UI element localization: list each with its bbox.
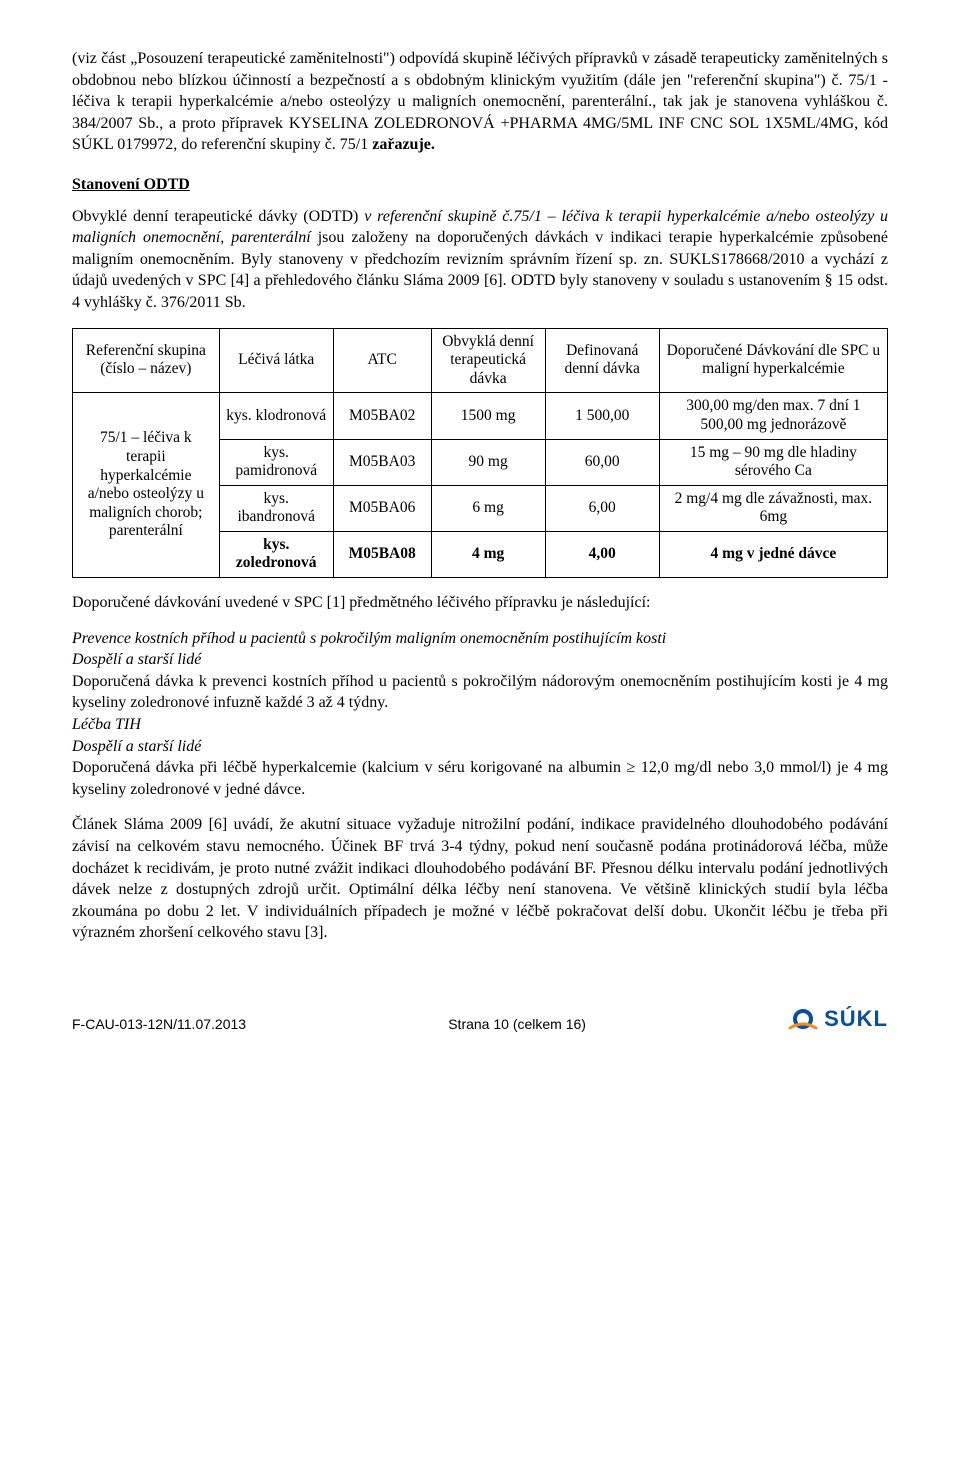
col-ddd: Definovaná denní dávka [545,328,659,393]
col-atc: ATC [333,328,431,393]
cell-ddd: 4,00 [545,531,659,577]
footer-center: Strana 10 (celkem 16) [448,1015,586,1034]
text: Doporučená dávka k prevenci kostních pří… [72,673,888,712]
cell-atc: M05BA06 [333,485,431,531]
cell-substance: kys. zoledronová [219,531,333,577]
text: Obvyklé denní terapeutické dávky (ODTD) [72,208,364,225]
text-italic: Dospělí a starší lidé [72,651,201,668]
cell-spc: 15 mg – 90 mg dle hladiny sérového Ca [659,439,887,485]
paragraph-intro: (viz část „Posouzení terapeutické zaměni… [72,48,888,156]
logo-icon [788,1004,818,1034]
cell-ref-group: 75/1 – léčiva k terapii hyperkalcémie a/… [73,393,220,578]
text-italic: Léčba TIH [72,716,141,733]
cell-spc: 4 mg v jedné dávce [659,531,887,577]
page-footer: F-CAU-013-12N/11.07.2013 Strana 10 (celk… [72,1004,888,1034]
paragraph-tih: Léčba TIH Dospělí a starší lidé Doporuče… [72,714,888,800]
col-ref-group: Referenční skupina (číslo – název) [73,328,220,393]
cell-substance: kys. ibandronová [219,485,333,531]
cell-odtd: 1500 mg [431,393,545,439]
text: Doporučená dávka při léčbě hyperkalcemie… [72,759,888,798]
footer-left: F-CAU-013-12N/11.07.2013 [72,1015,246,1034]
table-header-row: Referenční skupina (číslo – název) Léčiv… [73,328,888,393]
document-page: (viz část „Posouzení terapeutické zaměni… [0,0,960,1064]
col-spc: Doporučené Dávkování dle SPC u maligní h… [659,328,887,393]
paragraph-odtd: Obvyklé denní terapeutické dávky (ODTD) … [72,206,888,314]
paragraph-slama: Článek Sláma 2009 [6] uvádí, že akutní s… [72,814,888,944]
cell-atc: M05BA03 [333,439,431,485]
text-italic: Prevence kostních příhod u pacientů s po… [72,630,666,647]
cell-spc: 2 mg/4 mg dle závažnosti, max. 6mg [659,485,887,531]
text: (viz část „Posouzení terapeutické zaměni… [72,50,888,153]
cell-ddd: 60,00 [545,439,659,485]
cell-atc: M05BA02 [333,393,431,439]
cell-spc: 300,00 mg/den max. 7 dní 1 500,00 mg jed… [659,393,887,439]
table-row: 75/1 – léčiva k terapii hyperkalcémie a/… [73,393,888,439]
cell-odtd: 6 mg [431,485,545,531]
cell-odtd: 90 mg [431,439,545,485]
cell-ddd: 6,00 [545,485,659,531]
cell-ddd: 1 500,00 [545,393,659,439]
odtd-table: Referenční skupina (číslo – název) Léčiv… [72,328,888,579]
text-italic: Dospělí a starší lidé [72,738,201,755]
paragraph-prevention: Prevence kostních příhod u pacientů s po… [72,628,888,714]
cell-atc: M05BA08 [333,531,431,577]
logo-text: SÚKL [824,1004,888,1034]
col-substance: Léčivá látka [219,328,333,393]
paragraph-spc-intro: Doporučené dávkování uvedené v SPC [1] p… [72,592,888,614]
cell-substance: kys. klodronová [219,393,333,439]
sukl-logo: SÚKL [788,1004,888,1034]
col-odtd: Obvyklá denní terapeutická dávka [431,328,545,393]
cell-substance: kys. pamidronová [219,439,333,485]
cell-odtd: 4 mg [431,531,545,577]
section-heading-odtd: Stanovení ODTD [72,174,888,196]
text-bold: zařazuje. [372,136,435,153]
